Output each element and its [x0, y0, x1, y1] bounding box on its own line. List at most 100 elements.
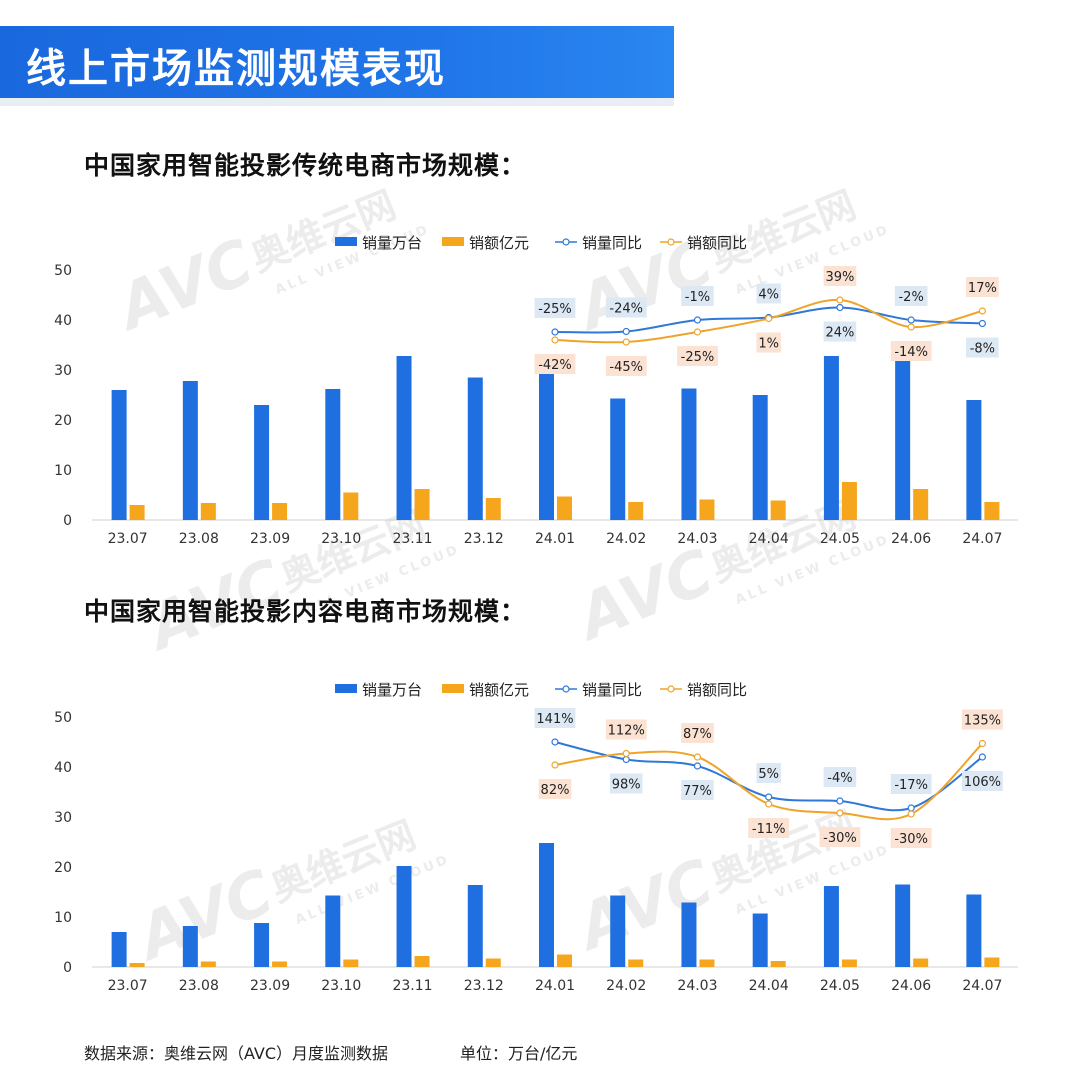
legend-item: 销额同比 [660, 681, 747, 699]
x-tick-label: 24.05 [820, 978, 860, 994]
y-tick-label: 40 [54, 313, 72, 329]
bar-amount [485, 498, 501, 520]
amount-yoy-point [693, 753, 702, 761]
x-tick-label: 24.02 [606, 531, 646, 547]
amount-yoy-label: 39% [825, 270, 854, 285]
amount-yoy-point [693, 328, 702, 336]
amount-yoy-point [907, 810, 915, 818]
y-tick-label: 40 [54, 760, 72, 776]
volume-yoy-label-bg [756, 763, 781, 783]
volume-yoy-label-bg [756, 283, 781, 304]
bar-volume [111, 390, 127, 520]
data-source-note: 数据来源：奥维云网（AVC）月度监测数据 [84, 1044, 389, 1063]
bar-amount [485, 958, 501, 967]
y-tick-label: 10 [54, 463, 72, 479]
volume-yoy-point [907, 316, 915, 324]
amount-yoy-point [836, 296, 844, 304]
y-tick-label: 20 [54, 860, 72, 876]
bar-volume [610, 398, 626, 520]
unit-note: 单位：万台/亿元 [460, 1044, 578, 1063]
header-banner: 线上市场监测规模表现 [0, 26, 674, 106]
legend-swatch [335, 684, 357, 693]
bar-volume [895, 884, 911, 967]
amount-yoy-point [551, 761, 559, 769]
volume-yoy-label-bg [681, 780, 714, 800]
volume-yoy-label: 77% [683, 784, 712, 799]
volume-yoy-label: 141% [536, 712, 573, 727]
bar-volume [752, 913, 768, 967]
bar-volume [182, 926, 198, 967]
volume-yoy-point [622, 327, 630, 336]
chart-1-title: 中国家用智能投影传统电商市场规模： [84, 151, 527, 180]
x-tick-label: 24.06 [891, 531, 931, 547]
legend-marker [667, 238, 675, 246]
volume-yoy-label: -24% [609, 302, 643, 317]
bar-volume [467, 885, 483, 967]
amount-yoy-series: 82% 112% 87% -11% -30% -30% 135% [538, 709, 1003, 848]
volume-yoy-label: 4% [758, 288, 779, 303]
bar-amount [628, 959, 644, 967]
volume-yoy-label-bg [961, 771, 1003, 791]
bar-amount [770, 500, 786, 520]
bars: 23.07 23.08 23.09 23.10 23.11 23.12 24.01 24.02… [108, 843, 1002, 994]
bar-amount [841, 959, 857, 967]
y-tick-label: 20 [54, 413, 72, 429]
volume-yoy-label-bg [534, 298, 576, 318]
y-tick-label: 0 [63, 513, 72, 529]
amount-yoy-label-bg [605, 719, 647, 740]
amount-yoy-label-bg [823, 266, 857, 286]
amount-yoy-label-bg [677, 346, 718, 366]
amount-yoy-series: -42% -45% -25% 1% 39% -14% 17% [534, 266, 999, 376]
x-tick-label: 23.07 [108, 531, 148, 547]
volume-yoy-point [622, 755, 630, 764]
bar-amount [984, 502, 1000, 520]
volume-yoy-label: -2% [898, 290, 923, 305]
bar-volume [254, 405, 270, 520]
legend-swatch [335, 237, 357, 246]
bar-volume [966, 894, 982, 967]
x-tick-label: 24.07 [962, 531, 1002, 547]
chart-2-title: 中国家用智能投影内容电商市场规模： [84, 597, 527, 626]
legend: 销量万台 销额亿元 销量同比 销额同比 [335, 681, 747, 699]
volume-yoy-point [836, 797, 844, 805]
y-tick-label: 10 [54, 910, 72, 926]
bar-amount [770, 961, 786, 967]
x-tick-label: 23.12 [464, 531, 504, 547]
y-tick-label: 50 [54, 710, 72, 726]
legend-label: 销量万台 [362, 234, 422, 252]
x-tick-label: 24.04 [749, 978, 789, 994]
legend-item: 销量同比 [555, 234, 642, 252]
bar-volume [823, 886, 839, 967]
x-tick-label: 24.02 [606, 978, 646, 994]
y-tick-label: 30 [54, 363, 72, 379]
amount-yoy-point [622, 338, 630, 346]
amount-yoy-label: 82% [541, 783, 570, 798]
legend-swatch [442, 237, 464, 246]
x-tick-label: 24.03 [677, 531, 717, 547]
bar-amount [913, 958, 929, 967]
bar-amount [841, 482, 857, 520]
bar-volume [752, 395, 768, 520]
volume-yoy-label-bg [609, 773, 643, 794]
amount-yoy-point [836, 809, 844, 817]
legend-item: 销量万台 [335, 234, 422, 252]
bar-volume [610, 895, 626, 967]
amount-yoy-label-bg [756, 332, 781, 353]
bar-amount [343, 959, 359, 967]
volume-yoy-point [978, 753, 986, 761]
legend-label: 销量同比 [582, 681, 642, 699]
bar-volume [895, 356, 911, 520]
x-tick-label: 24.04 [749, 531, 789, 547]
bars: 23.07 23.08 23.09 23.10 23.11 23.12 24.01 24.02… [108, 356, 1002, 547]
legend-swatch [442, 684, 464, 693]
volume-yoy-label: -25% [538, 302, 572, 317]
bar-volume [681, 902, 697, 967]
legend-item: 销额亿元 [442, 234, 529, 252]
x-tick-label: 24.03 [677, 978, 717, 994]
amount-yoy-label: 112% [608, 724, 645, 739]
legend-marker [667, 685, 675, 693]
x-tick-label: 24.05 [820, 531, 860, 547]
legend-marker [562, 685, 570, 693]
x-tick-label: 23.09 [250, 978, 290, 994]
